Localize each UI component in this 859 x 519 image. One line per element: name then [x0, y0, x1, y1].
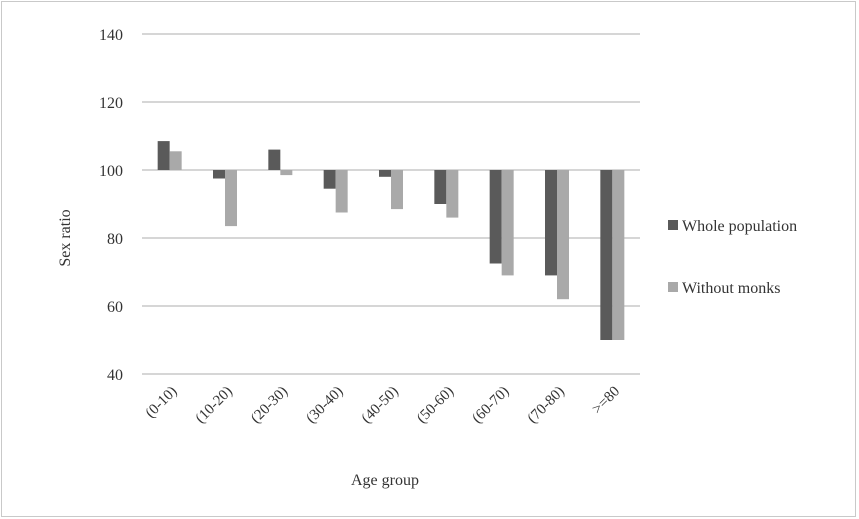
x-axis-label: Age group — [351, 472, 419, 489]
bar-whole-population — [600, 170, 613, 340]
y-tick-label: 80 — [107, 231, 123, 248]
y-tick-label: 60 — [107, 299, 123, 316]
bar-whole-population — [268, 149, 281, 170]
bar-without-monks — [446, 170, 459, 218]
x-tick-label: (60-70) — [469, 384, 512, 427]
x-tick-label: (30-40) — [303, 384, 346, 427]
x-tick-label: (20-30) — [248, 384, 291, 427]
bar-whole-population — [213, 170, 225, 179]
bar-without-monks — [612, 170, 625, 340]
legend-swatch — [668, 282, 678, 292]
bar-whole-population — [323, 170, 336, 189]
y-tick-label: 120 — [99, 95, 123, 112]
y-axis-label: Sex ratio — [57, 209, 74, 266]
bar-whole-population — [157, 141, 170, 170]
bar-whole-population — [434, 170, 447, 204]
bar-without-monks — [225, 170, 237, 227]
bars — [157, 141, 625, 340]
bar-whole-population — [545, 170, 557, 276]
y-tick-labels: 40 60 80 100 120 140 — [99, 27, 123, 384]
x-tick-labels: (0-10) (10-20) (20-30) (30-40) (40-50) (50-60… — [143, 384, 623, 427]
y-tick-label: 140 — [99, 27, 123, 44]
legend-label: Whole population — [682, 218, 797, 235]
y-tick-label: 100 — [99, 163, 123, 180]
x-tick-label: (40-50) — [359, 384, 402, 427]
y-tick-label: 40 — [107, 367, 123, 384]
x-tick-label: (50-60) — [414, 384, 457, 427]
legend: Whole population Without monks — [668, 218, 797, 297]
bar-whole-population — [379, 170, 391, 177]
bar-without-monks — [391, 170, 403, 210]
bar-without-monks — [557, 170, 569, 300]
x-tick-label: (10-20) — [193, 384, 236, 427]
bar-without-monks — [280, 170, 293, 176]
x-tick-label: >=80 — [589, 384, 623, 418]
legend-swatch — [668, 220, 678, 230]
x-tick-label: (0-10) — [143, 384, 181, 422]
bar-without-monks — [501, 170, 514, 276]
x-tick-label: (70-80) — [525, 384, 568, 427]
bar-without-monks — [335, 170, 348, 213]
bar-without-monks — [169, 151, 182, 170]
gridlines — [142, 33, 640, 375]
bar-whole-population — [489, 170, 502, 264]
legend-label: Without monks — [682, 280, 780, 297]
